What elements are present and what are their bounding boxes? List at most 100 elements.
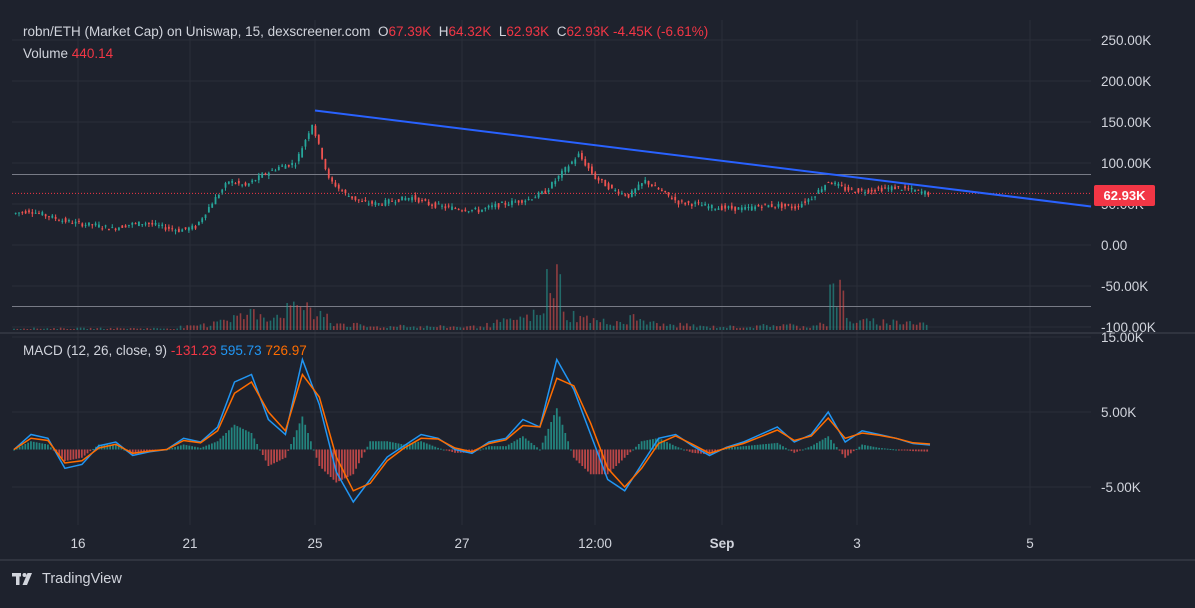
candle-body — [427, 201, 430, 206]
candle-body — [837, 183, 840, 186]
macd-histogram-bar — [488, 446, 490, 450]
volume-bar — [552, 298, 555, 330]
macd-histogram-bar — [745, 445, 748, 450]
macd-histogram-bar — [442, 449, 445, 451]
candle-body — [924, 191, 926, 195]
time-axis-label: 21 — [182, 536, 197, 551]
macd-histogram-bar — [810, 446, 813, 450]
macd-histogram-bar — [513, 441, 516, 450]
macd-histogram-bar — [318, 449, 321, 466]
candle-body — [128, 224, 130, 226]
volume-bar — [299, 306, 302, 330]
volume-bar — [709, 328, 711, 330]
macd-histogram-bar — [349, 449, 352, 476]
candle-body — [747, 207, 750, 209]
candle-body — [154, 223, 157, 225]
candle-body — [551, 182, 553, 189]
macd-histogram-bar — [267, 449, 270, 466]
macd-histogram-bar — [527, 440, 530, 450]
candle-body — [587, 162, 590, 169]
volume-bar — [922, 322, 925, 330]
macd-histogram-bar — [742, 446, 745, 450]
candle-body — [28, 210, 30, 213]
candle-body — [331, 177, 334, 182]
candle-body — [910, 187, 913, 190]
candle-body — [700, 205, 703, 207]
candle-body — [357, 199, 360, 201]
volume-bar — [103, 329, 105, 330]
volume-bar — [59, 327, 62, 330]
volume-bar — [556, 264, 558, 330]
volume-bar — [536, 314, 538, 330]
macd-histogram-bar — [109, 444, 112, 450]
volume-bar — [179, 325, 182, 330]
macd-histogram-bar — [278, 449, 281, 461]
candle-body — [361, 201, 363, 203]
macd-histogram-bar — [301, 416, 304, 450]
volume-bar — [792, 324, 795, 330]
macd-histogram-bar — [762, 444, 765, 450]
candle-body — [177, 228, 180, 232]
macd-histogram-bar — [623, 449, 626, 458]
volume-bar — [206, 327, 208, 330]
candle-body — [74, 221, 77, 224]
candle-body — [457, 208, 460, 210]
macd-histogram-bar — [15, 448, 18, 450]
tradingview-brand[interactable]: TradingView — [12, 571, 122, 587]
macd-histogram-bar — [784, 447, 787, 450]
volume-bar — [872, 318, 875, 330]
candle-body — [577, 153, 580, 158]
volume-bar — [209, 325, 212, 330]
volume-bar — [915, 324, 918, 330]
candle-body — [897, 186, 900, 188]
volume-bar — [223, 319, 225, 330]
candle-body — [544, 190, 547, 194]
macd-histogram-bar — [635, 446, 637, 450]
volume-bar — [492, 323, 495, 330]
candle-body — [111, 226, 114, 228]
volume-bar — [686, 323, 688, 330]
macd-histogram-bar — [637, 444, 640, 450]
volume-legend[interactable]: Volume 440.14 — [23, 46, 113, 61]
macd-histogram-bar — [326, 449, 329, 475]
macd-histogram-bar — [759, 444, 762, 450]
macd-histogram-bar — [598, 449, 601, 475]
volume-bar — [722, 327, 725, 330]
macd-histogram-bar — [485, 447, 488, 450]
volume-bar — [842, 290, 845, 330]
volume-bar — [919, 322, 921, 330]
macd-histogram-bar — [711, 449, 714, 454]
volume-bar — [529, 321, 532, 330]
candle-body — [707, 206, 710, 209]
macd-histogram-bar — [89, 449, 92, 452]
symbol-title[interactable]: robn/ETH (Market Cap) on Uniswap, 15, de… — [23, 24, 371, 39]
macd-histogram-bar — [394, 442, 397, 450]
candle-body — [138, 221, 140, 226]
candle-body — [148, 222, 150, 225]
volume-bar — [602, 318, 605, 330]
macd-histogram-bar — [858, 446, 861, 450]
macd-histogram-bar — [490, 446, 493, 450]
volume-bar — [169, 329, 172, 330]
volume-bar — [399, 324, 402, 330]
macd-histogram-bar — [895, 449, 897, 451]
macd-legend[interactable]: MACD (12, 26, close, 9) -131.23 595.73 7… — [23, 343, 307, 358]
volume-bar — [322, 317, 325, 330]
macd-histogram-bar — [360, 449, 363, 458]
candle-body — [291, 162, 294, 165]
candle-body — [554, 180, 557, 185]
macd-histogram-bar — [188, 445, 191, 450]
volume-bar — [752, 328, 755, 330]
macd-histogram-bar — [321, 449, 324, 469]
volume-bar — [769, 326, 771, 330]
macd-histogram-bar — [27, 442, 30, 450]
volume-bar — [226, 320, 228, 330]
macd-histogram-bar — [456, 449, 459, 453]
macd-histogram-bar — [688, 449, 691, 452]
volume-bar — [875, 324, 878, 330]
candle-body — [14, 212, 17, 214]
macd-histogram-bar — [383, 441, 386, 450]
volume-bar — [576, 322, 578, 330]
